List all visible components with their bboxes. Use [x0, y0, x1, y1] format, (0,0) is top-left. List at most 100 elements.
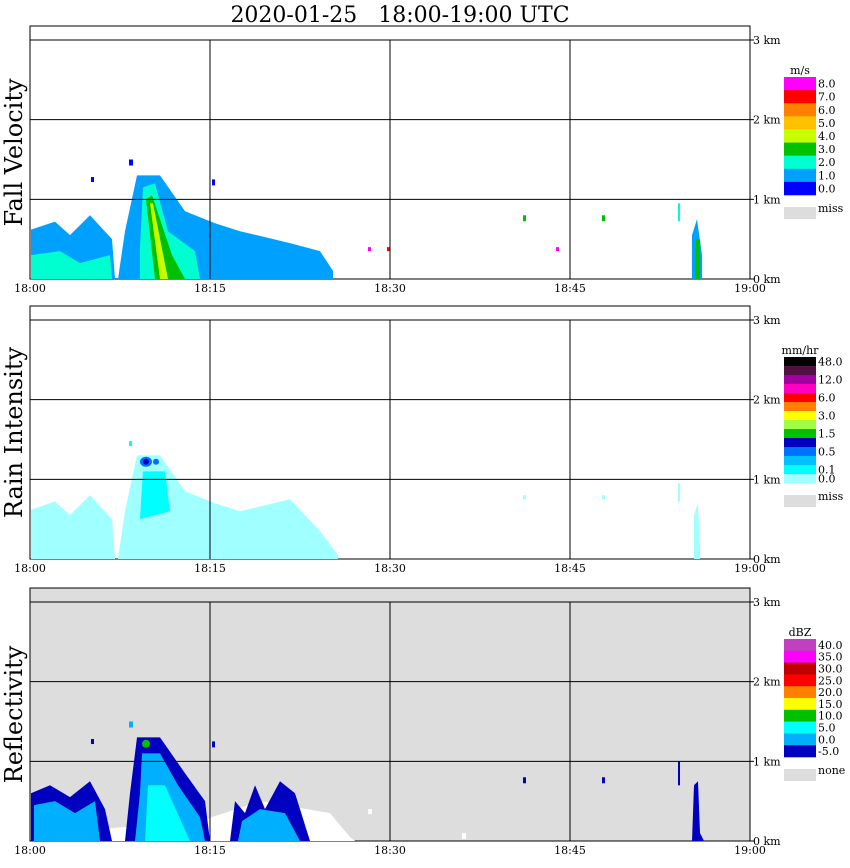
reflectivity-xtick-label-3: 18:45	[554, 844, 586, 857]
fall-velocity-echo-speck-7	[387, 247, 390, 252]
fall-velocity-echo-speck-6	[368, 247, 371, 252]
fall-velocity-legend-swatch-7	[784, 168, 816, 183]
reflectivity-echo-mid-in	[238, 809, 300, 841]
fall-velocity-legend-label-1: 7.0	[818, 91, 836, 104]
reflectivity-echo-speck-6	[129, 721, 133, 728]
rain-intensity-echo-main	[118, 455, 338, 559]
rain-intensity-xtick-label-3: 18:45	[554, 562, 586, 575]
reflectivity-echo-left-in	[34, 801, 100, 841]
rain-intensity-xtick-label-1: 18:15	[194, 562, 226, 575]
rain-intensity-legend-swatch-1	[784, 366, 816, 376]
fall-velocity-ytick-label-3: 3 km	[753, 34, 781, 47]
reflectivity-legend-swatch-6	[784, 709, 816, 722]
rain-intensity-legend-swatch-9	[784, 438, 816, 448]
fall-velocity-xtick-label-3: 18:45	[554, 282, 586, 295]
reflectivity-legend-swatch-0	[784, 639, 816, 652]
panel-reflectivity: 0 km 1 km 2 km 3 km 18:00 18:15 18:30 18:45 19:0…	[0, 587, 845, 857]
reflectivity-echo-main-core	[145, 785, 190, 841]
rain-intensity-legend-swatch-5	[784, 402, 816, 412]
reflectivity-legend-swatch-8	[784, 733, 816, 746]
fall-velocity-legend-swatch-3	[784, 116, 816, 130]
reflectivity-legend-label-7: 5.0	[818, 722, 836, 735]
fall-velocity-legend-label-2: 6.0	[818, 104, 836, 117]
reflectivity-legend-swatch-2	[784, 662, 816, 675]
fall-velocity-legend-label-4: 4.0	[818, 130, 836, 143]
reflectivity-xtick-label-4: 19:00	[734, 844, 766, 857]
fall-velocity-xtick-label-4: 19:00	[734, 282, 766, 295]
fall-velocity-echo-speck-8	[556, 247, 559, 252]
rain-intensity-ytick-label-0: 0 km	[753, 553, 781, 566]
reflectivity-legend-label-1: 35.0	[818, 651, 843, 664]
rain-intensity-xtick-label-0: 18:00	[14, 562, 46, 575]
fall-velocity-echo-speck-2	[91, 177, 94, 183]
reflectivity-legend-label-8: 0.0	[818, 733, 836, 746]
panel-rain-intensity: 0 km 1 km 2 km 3 km 18:00 18:15 18:30 18:45 19:0…	[0, 305, 844, 575]
rain-intensity-echo-right	[694, 503, 700, 559]
reflectivity-echo-speck-3	[602, 777, 605, 784]
rain-intensity-legend-swatch-10	[784, 447, 816, 457]
fall-velocity-legend-label-7: 1.0	[818, 169, 836, 182]
rain-intensity-echo-speck-4	[129, 441, 132, 447]
fall-velocity-xtick-label-1: 18:15	[194, 282, 226, 295]
fall-velocity-legend-swatch-5	[784, 142, 816, 156]
reflectivity-legend-swatch-9	[784, 745, 816, 758]
rain-intensity-echo-cell-3	[153, 458, 159, 465]
fall-velocity-legend-label-0: 8.0	[818, 78, 836, 91]
rain-intensity-echo-core	[140, 471, 170, 520]
rain-intensity-legend-swatch-13	[784, 474, 816, 484]
reflectivity-legend-label-6: 10.0	[818, 710, 843, 723]
fall-velocity-legend-swatch-0	[784, 77, 816, 91]
reflectivity-ytick-label-0: 0 km	[753, 835, 781, 848]
rain-intensity-xtick-label-2: 18:30	[374, 562, 406, 575]
rain-intensity-ytick-label-2: 2 km	[753, 394, 781, 407]
fall-velocity-ytick-label-2: 2 km	[753, 114, 781, 127]
rain-intensity-legend-label-12: 0.1	[818, 464, 836, 477]
rain-intensity-ytick-label-3: 3 km	[753, 314, 781, 327]
reflectivity-legend-swatch-3	[784, 674, 816, 687]
rain-intensity-legend-swatch-0	[784, 357, 816, 367]
reflectivity-echo-right	[692, 781, 704, 841]
fall-velocity-legend-unit: m/s	[790, 64, 810, 77]
fall-velocity-ytick-label-1: 1 km	[753, 193, 781, 206]
reflectivity-ylabel: Reflectivity	[0, 645, 28, 783]
rain-intensity-legend-label-4: 6.0	[818, 392, 836, 405]
rain-intensity-legend-label-8: 1.5	[818, 428, 836, 441]
fall-velocity-xtick-label-0: 18:00	[14, 282, 46, 295]
reflectivity-legend-swatch-5	[784, 698, 816, 711]
fall-velocity-echo-speck-4	[523, 215, 526, 222]
fall-velocity-legend-label-3: 5.0	[818, 117, 836, 130]
chart-title: 2020-01-25 18:00-19:00 UTC	[230, 3, 569, 28]
rain-intensity-legend-label-13: 0.0	[818, 473, 836, 486]
reflectivity-legend-label-0: 40.0	[818, 639, 843, 652]
fall-velocity-ytick-label-0: 0 km	[753, 273, 781, 286]
fall-velocity-legend-swatch-8	[784, 181, 816, 196]
reflectivity-ytick-label-1: 1 km	[753, 755, 781, 768]
reflectivity-echo-cell-1	[142, 739, 150, 748]
rain-intensity-legend-label-10: 0.5	[818, 446, 836, 459]
rain-intensity-echo-speck-2	[523, 495, 526, 500]
fall-velocity-legend-swatch-2	[784, 103, 816, 117]
reflectivity-echo-speck-1	[678, 761, 680, 786]
rain-intensity-legend-miss-label: miss	[818, 490, 844, 503]
reflectivity-legend-miss-label: none	[818, 764, 845, 777]
reflectivity-legend-label-4: 20.0	[818, 686, 843, 699]
fall-velocity-xtick-label-2: 18:30	[374, 282, 406, 295]
reflectivity-xtick-label-2: 18:30	[374, 844, 406, 857]
fall-velocity-legend-label-5: 3.0	[818, 143, 836, 156]
reflectivity-echo-speck-7	[462, 833, 466, 840]
reflectivity-legend-swatch-7	[784, 721, 816, 734]
reflectivity-echo-speck-8	[368, 809, 372, 815]
reflectivity-legend-swatch-1	[784, 650, 816, 663]
rain-intensity-echo-speck-3	[602, 495, 605, 500]
rain-intensity-legend-swatch-2	[784, 375, 816, 385]
reflectivity-ytick-label-2: 2 km	[753, 676, 781, 689]
fall-velocity-legend-label-6: 2.0	[818, 156, 836, 169]
reflectivity-xtick-label-1: 18:15	[194, 844, 226, 857]
rain-intensity-legend-label-6: 3.0	[818, 410, 836, 423]
rain-intensity-legend-swatch-12	[784, 465, 816, 475]
reflectivity-legend-swatch-4	[784, 686, 816, 699]
fall-velocity-legend-swatch-1	[784, 90, 816, 104]
rain-intensity-legend-swatch-7	[784, 420, 816, 430]
reflectivity-legend-miss-swatch	[784, 769, 816, 781]
rain-intensity-echo-cell-2	[143, 458, 149, 465]
